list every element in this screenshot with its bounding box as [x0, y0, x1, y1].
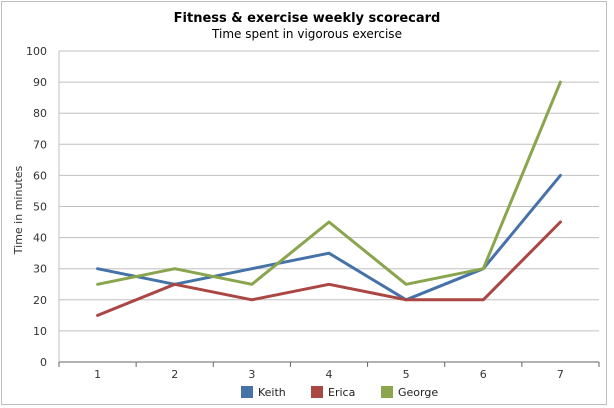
legend-label-george: George	[398, 386, 438, 399]
series-line-george	[96, 80, 562, 286]
chart-frame	[1, 1, 607, 405]
x-tick-label: 3	[248, 368, 255, 381]
y-tick-label: 100	[26, 45, 47, 58]
x-tick-label: 7	[557, 368, 564, 381]
legend-swatch-keith	[241, 386, 253, 398]
x-tick-label: 1	[94, 368, 101, 381]
series-lines	[96, 80, 562, 317]
y-tick-label: 70	[33, 138, 47, 151]
y-tick-label: 90	[33, 76, 47, 89]
legend: Keith Erica George	[241, 386, 438, 399]
y-tick-label: 80	[33, 107, 47, 120]
legend-swatch-erica	[311, 386, 323, 398]
chart-subtitle: Time spent in vigorous exercise	[212, 27, 402, 41]
y-tick-label: 50	[33, 201, 47, 214]
x-tick-label: 4	[326, 368, 333, 381]
grid-lines	[58, 50, 599, 363]
x-tick-label: 5	[403, 368, 410, 381]
y-tick-label: 20	[33, 294, 47, 307]
legend-label-keith: Keith	[258, 386, 286, 399]
y-tick-label: 0	[40, 356, 47, 369]
x-tick-label: 2	[171, 368, 178, 381]
y-tick-label: 30	[33, 263, 47, 276]
x-tick-label: 6	[480, 368, 487, 381]
y-axis-label: Time in minutes	[12, 165, 25, 255]
chart-title: Fitness & exercise weekly scorecard	[173, 11, 441, 26]
y-axis-ticks: 0 10 20 30 40 50 60 70 80 90 100	[26, 45, 47, 369]
legend-swatch-george	[381, 386, 393, 398]
y-tick-label: 40	[33, 232, 47, 245]
y-tick-label: 10	[33, 325, 47, 338]
y-tick-label: 60	[33, 169, 47, 182]
x-axis-ticks: 1 2 3 4 5 6 7	[58, 362, 600, 381]
series-line-erica	[96, 220, 562, 317]
legend-label-erica: Erica	[328, 386, 355, 399]
